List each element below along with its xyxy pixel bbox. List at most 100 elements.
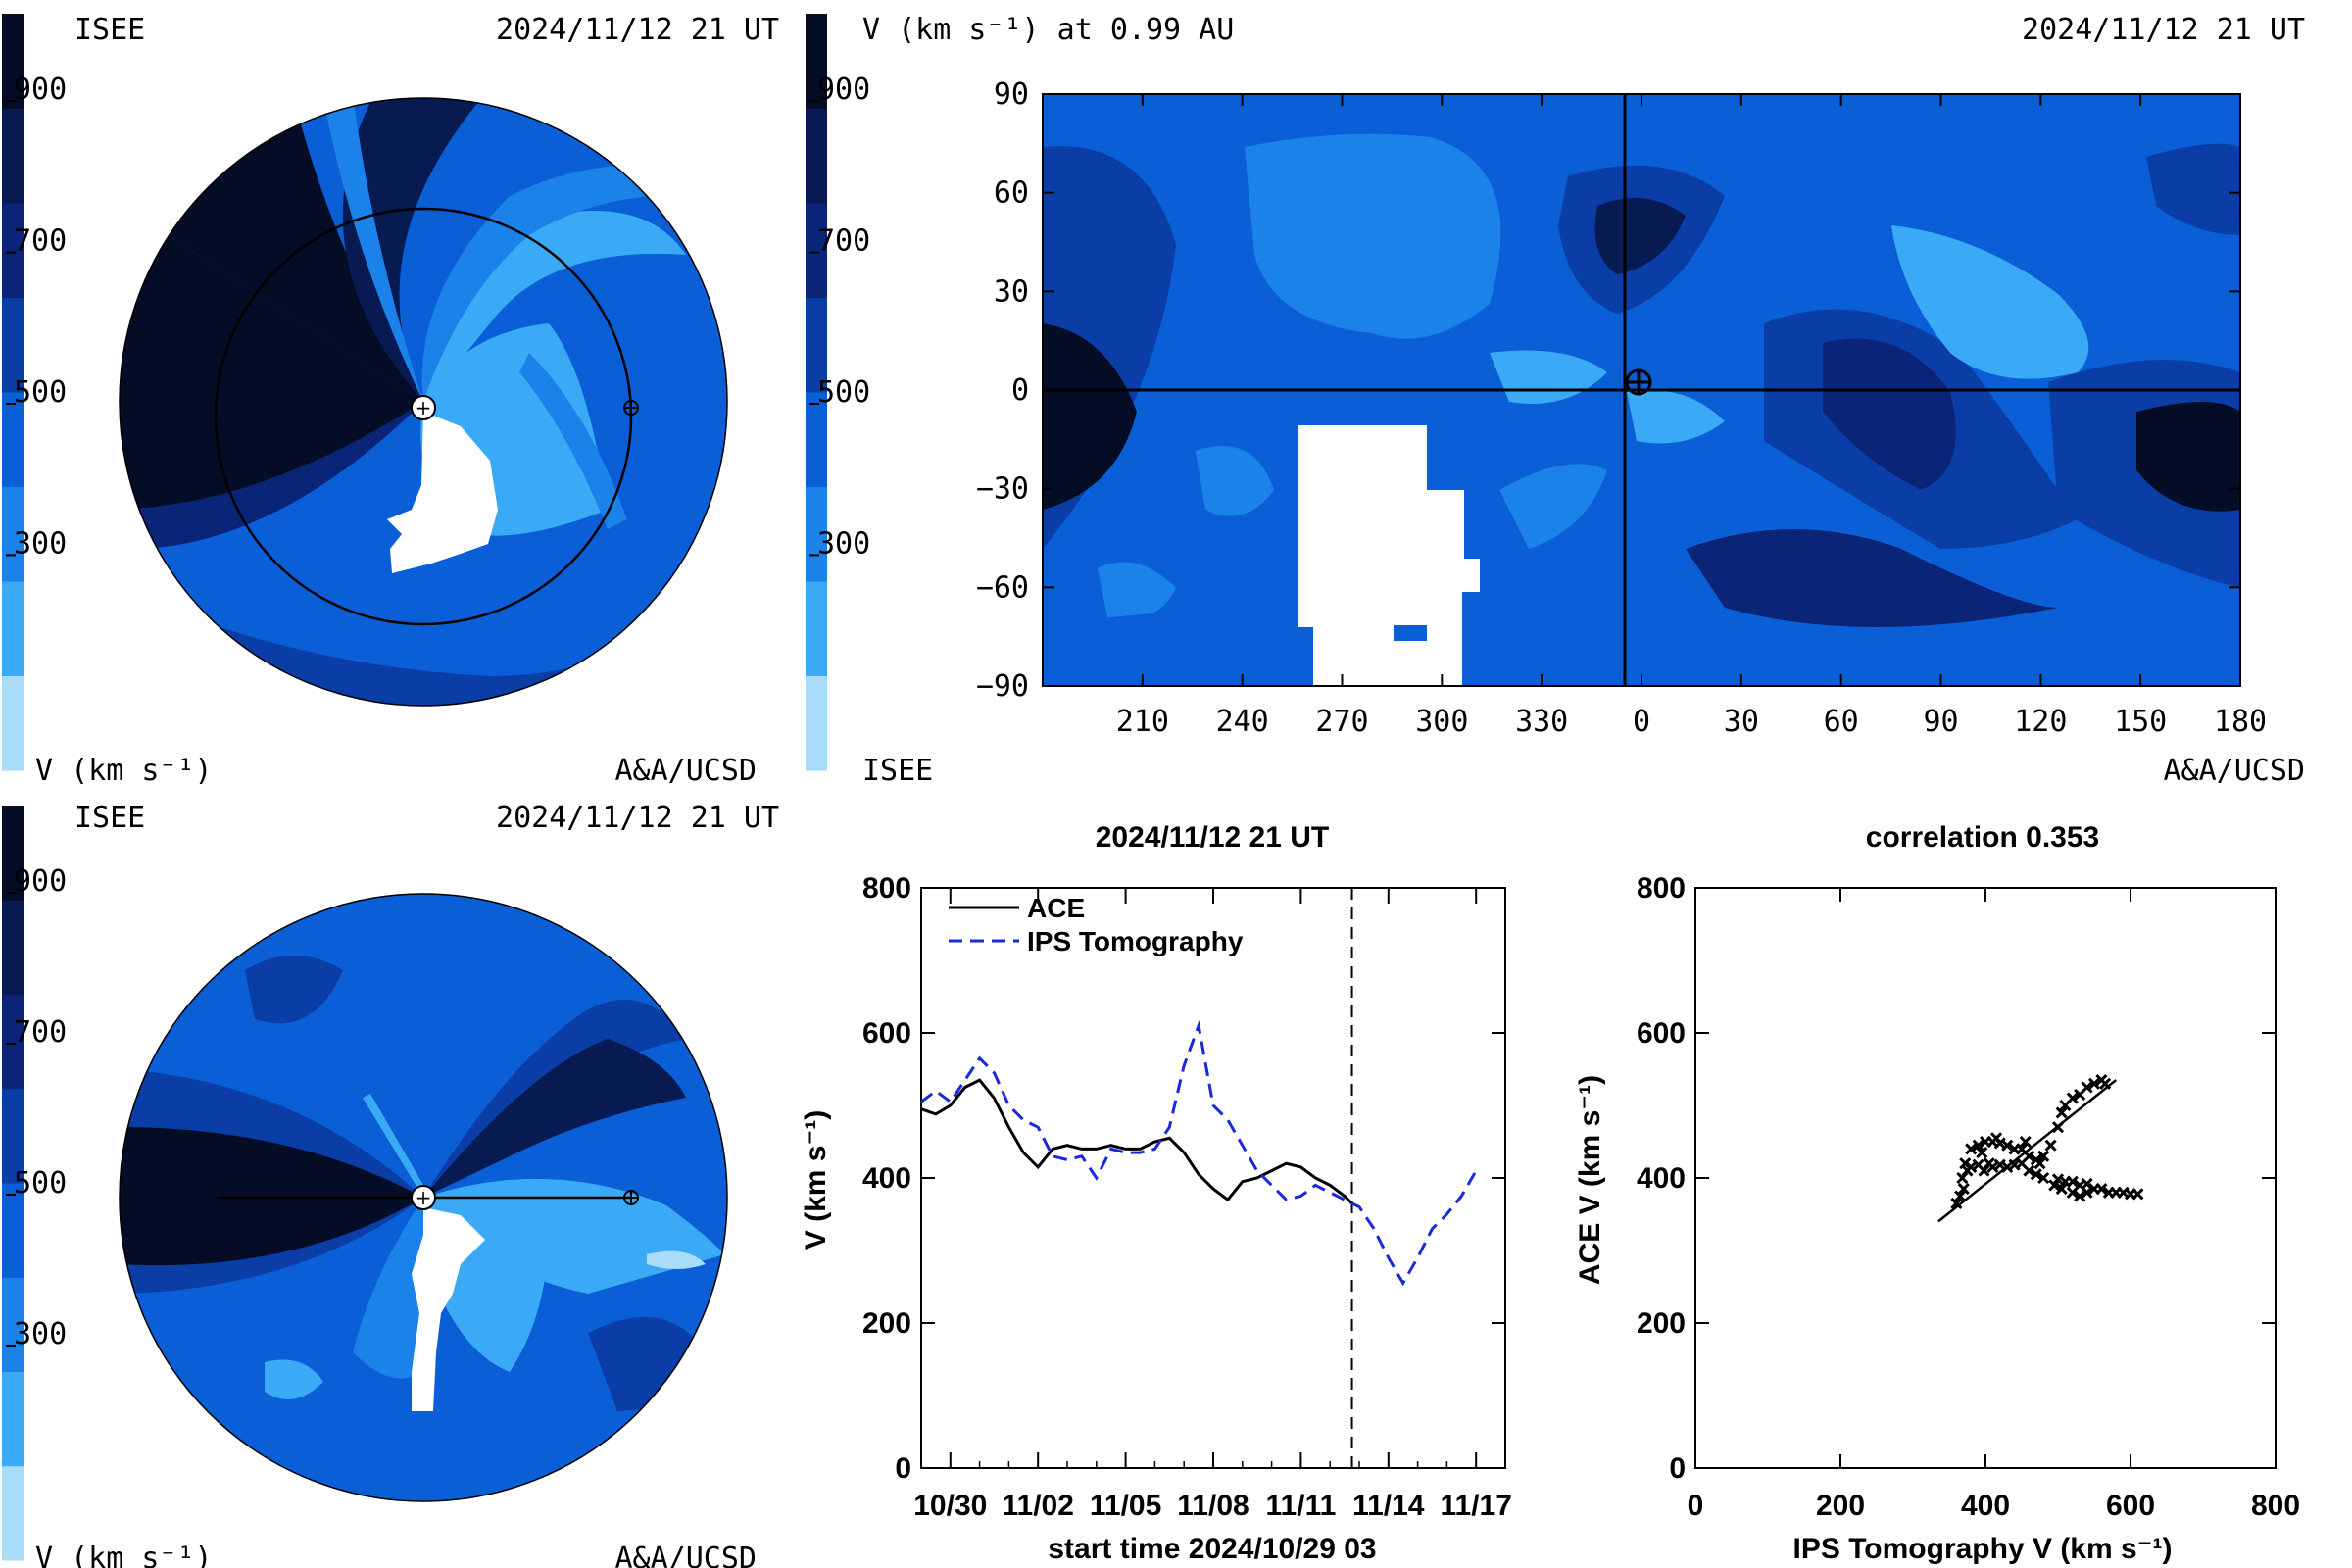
ts-ytick-label: 0 xyxy=(895,1452,911,1485)
colorbar-swatch xyxy=(2,392,24,487)
timeseries-xlabel: start time 2024/10/29 03 xyxy=(1048,1533,1376,1565)
legend-label: ACE xyxy=(1027,893,1085,923)
colorbar-swatch xyxy=(2,675,24,771)
bottom-left-tag: ISEE xyxy=(74,801,145,835)
legend-label: IPS Tomography xyxy=(1027,926,1244,956)
ts-xtick-label: 11/08 xyxy=(1177,1490,1249,1522)
colorbar-tick-label: 700 xyxy=(14,1015,67,1050)
top-left-panel: 900 700 500 300 ISEE 2024/11/12 21 UT V (km… xyxy=(2,13,779,788)
colorbar-swatch xyxy=(806,203,827,298)
top-right-tag: ISEE xyxy=(862,754,933,788)
scatter-point xyxy=(2095,1183,2108,1196)
scatter-point xyxy=(2037,1150,2050,1162)
map-ytick-label: −60 xyxy=(976,570,1029,605)
top-left-tag: ISEE xyxy=(74,13,145,47)
sc-ytick-label: 800 xyxy=(1637,872,1686,905)
map-ytick-label: 60 xyxy=(994,176,1029,211)
bottom-sun-marker-plus: + xyxy=(416,1186,432,1209)
ts-ytick-label: 800 xyxy=(862,872,911,905)
scatter-point xyxy=(2048,1179,2061,1192)
scatter-point xyxy=(2081,1081,2093,1094)
timeseries-ylabel: V (km s⁻¹) xyxy=(800,1110,832,1250)
map-ytick-label: −30 xyxy=(976,472,1029,507)
scatter-point xyxy=(2087,1077,2101,1090)
scatter-point xyxy=(2037,1171,2050,1185)
colorbar-tick-label: 900 xyxy=(14,864,67,899)
sun-marker xyxy=(411,395,436,420)
scatter-point xyxy=(1990,1132,2003,1145)
map-xtick-label: 150 xyxy=(2114,705,2167,739)
top-left-colorbar: 900 700 500 300 xyxy=(2,14,67,771)
sc-ytick-label: 0 xyxy=(1669,1452,1686,1485)
colorbar-swatch xyxy=(2,1465,24,1561)
scatter-point xyxy=(1957,1183,1970,1196)
scatter-point xyxy=(2081,1186,2093,1199)
scatter-point xyxy=(1978,1164,1990,1177)
ips-series-line xyxy=(920,1019,1478,1287)
bottom-left-disk-outline xyxy=(119,893,728,1502)
map-data-gap xyxy=(1298,425,1480,686)
sun-marker-plus: + xyxy=(416,396,432,419)
map-xtick-label: 90 xyxy=(1923,705,1958,739)
colorbar-swatch xyxy=(2,1277,24,1372)
scatter-marks xyxy=(1937,1074,2144,1223)
map-xtick-label: 270 xyxy=(1315,705,1368,739)
colorbar-tick-label: 500 xyxy=(817,375,870,410)
colorbar-swatch xyxy=(2,108,24,204)
scatter-xlabel: IPS Tomography V (km s⁻¹) xyxy=(1793,1533,2173,1565)
map-xtick-label: 0 xyxy=(1633,705,1650,739)
scatter-title: correlation 0.353 xyxy=(1866,821,2099,854)
colorbar-swatch xyxy=(2,994,24,1090)
scatter-frame xyxy=(1694,887,2277,1469)
timeseries-title: 2024/11/12 21 UT xyxy=(1096,821,1330,854)
map-ytick-label: −90 xyxy=(976,669,1029,704)
scatter-point xyxy=(2023,1164,2035,1177)
map-xtick-label: 180 xyxy=(2214,705,2267,739)
scatter-point xyxy=(2019,1135,2032,1149)
ts-xtick-label: 11/11 xyxy=(1266,1490,1337,1522)
scatter-point xyxy=(2044,1139,2057,1152)
timeseries-panel: 2024/11/12 21 UT 0 200 400 600 800 10/30 11/02… xyxy=(800,821,1512,1565)
scatter-point xyxy=(1965,1143,1978,1155)
earth-orbit-circle xyxy=(214,207,633,626)
colorbar-tick-label: 700 xyxy=(817,224,870,259)
colorbar-tick-label: 900 xyxy=(817,73,870,107)
colorbar-swatch xyxy=(806,675,827,771)
bottom-left-unit-label: V (km s⁻¹) xyxy=(35,1542,213,1568)
sc-xtick-label: 200 xyxy=(1816,1490,1865,1522)
colorbar-swatch xyxy=(806,392,827,487)
top-left-unit-label: V (km s⁻¹) xyxy=(35,754,213,788)
colorbar-tick-label: 700 xyxy=(14,224,67,259)
ts-xtick-label: 11/14 xyxy=(1352,1490,1425,1522)
scatter-point xyxy=(2074,1190,2086,1202)
colorbar-swatch xyxy=(2,1371,24,1467)
colorbar-swatch xyxy=(806,297,827,393)
colorbar-tick-label: 300 xyxy=(14,1317,67,1351)
ts-xtick-label: 10/30 xyxy=(913,1490,987,1522)
map-xtick-label: 60 xyxy=(1824,705,1859,739)
map-xtick-label: 300 xyxy=(1415,705,1468,739)
bottom-left-timestamp: 2024/11/12 21 UT xyxy=(496,801,779,835)
map-xtick-label: 240 xyxy=(1216,705,1269,739)
scatter-point xyxy=(2055,1183,2068,1196)
colorbar-swatch xyxy=(806,14,827,109)
scatter-point xyxy=(2066,1175,2079,1188)
colorbar-swatch xyxy=(2,900,24,995)
scatter-point xyxy=(2132,1188,2144,1200)
bottom-left-colorbar: 900 700 500 300 xyxy=(2,806,67,1561)
scatter-point xyxy=(1976,1147,1988,1159)
bottom-left-credit: A&A/UCSD xyxy=(615,1542,758,1568)
ace-series-line xyxy=(920,1078,1353,1204)
top-right-colorbar: 900 700 500 300 xyxy=(806,14,870,771)
bottom-left-panel: 900 700 500 300 ISEE 2024/11/12 21 UT V (km… xyxy=(2,801,779,1568)
ts-ytick-label: 200 xyxy=(862,1307,911,1340)
scatter-point xyxy=(2055,1106,2068,1119)
scatter-point xyxy=(2066,1186,2079,1199)
sc-xtick-label: 800 xyxy=(2251,1490,2300,1522)
top-left-disk-outline xyxy=(119,97,728,707)
colorbar-swatch xyxy=(806,581,827,676)
ts-xtick-label: 11/02 xyxy=(1002,1490,1073,1522)
scatter-point xyxy=(2034,1157,2046,1170)
